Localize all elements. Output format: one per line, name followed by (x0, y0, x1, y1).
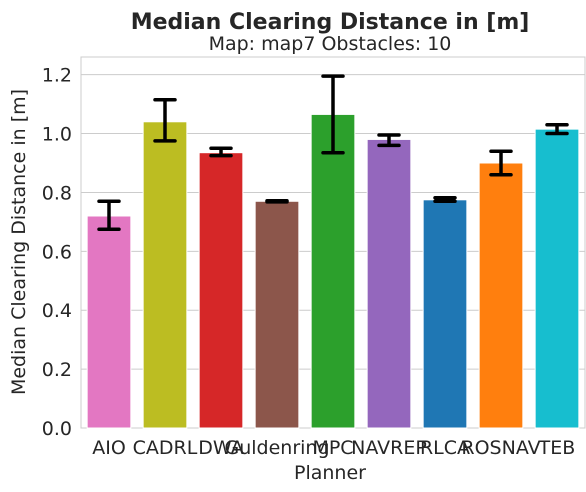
y-axis-label: Median Clearing Distance in [m] (8, 89, 30, 395)
x-tick-label-dwa: DWA (198, 437, 243, 459)
y-tick-labels: 0.0 0.2 0.4 0.6 0.8 1.0 1.2 (42, 65, 72, 440)
error-bar-rlca (433, 195, 457, 204)
x-tick-label-navrep: NAVREP (351, 437, 427, 459)
error-bar-aio (97, 199, 121, 231)
bar-mpc (310, 113, 356, 429)
error-bar-navrep (377, 133, 401, 148)
y-tick-label: 1.0 (42, 124, 72, 146)
bars (86, 113, 580, 429)
bar-navrep (366, 138, 412, 429)
x-tick-label-cadrl: CADRL (133, 437, 198, 459)
y-tick-label: 0.8 (42, 182, 72, 204)
bar-cadrl (142, 121, 188, 429)
x-tick-label-rosnav: ROSNAV (461, 437, 540, 459)
bar-aio (86, 215, 132, 429)
bar-teb (534, 128, 580, 429)
bar-rosnav (478, 162, 524, 429)
bar-dwa (198, 152, 244, 429)
x-tick-label-mpc: MPC (312, 437, 353, 459)
error-bar-teb (545, 122, 569, 136)
error-bar-dwa (209, 146, 233, 158)
error-bar-rosnav (489, 149, 513, 177)
x-tick-labels: AIO CADRL DWAGuldenringMPCNAVREPRLCAROSNAV… (92, 437, 575, 459)
y-tick-label: 0.2 (42, 359, 72, 381)
bar-guldenring (254, 200, 300, 429)
error-bar-guldenring (265, 198, 289, 204)
x-tick-label-guldenring: Guldenring (224, 437, 329, 459)
bar-rlca (422, 199, 468, 429)
error-bars (97, 74, 569, 231)
error-bar-mpc (321, 74, 345, 155)
error-bar-cadrl (153, 97, 177, 143)
x-tick-label-rlca: RLCA (420, 437, 470, 459)
x-axis-label: Planner (294, 462, 366, 484)
y-tick-label: 0.0 (42, 418, 72, 440)
chart-title: Median Clearing Distance in [m] (131, 10, 530, 35)
x-tick-label-aio: AIO (92, 437, 126, 459)
x-tick-label-teb: TEB (538, 437, 576, 459)
y-tick-label: 1.2 (42, 65, 72, 87)
y-tick-label: 0.6 (42, 241, 72, 263)
y-tick-label: 0.4 (42, 300, 72, 322)
chart-subtitle: Map: map7 Obstacles: 10 (209, 33, 452, 55)
